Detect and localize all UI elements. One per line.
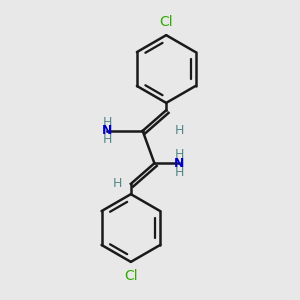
Text: H: H (175, 124, 184, 137)
Text: H: H (103, 116, 112, 128)
Text: H: H (113, 177, 122, 190)
Text: N: N (174, 157, 184, 170)
Text: H: H (175, 166, 184, 178)
Text: H: H (103, 133, 112, 146)
Text: Cl: Cl (124, 269, 138, 283)
Text: H: H (175, 148, 184, 161)
Text: Cl: Cl (159, 15, 173, 29)
Text: N: N (102, 124, 112, 137)
